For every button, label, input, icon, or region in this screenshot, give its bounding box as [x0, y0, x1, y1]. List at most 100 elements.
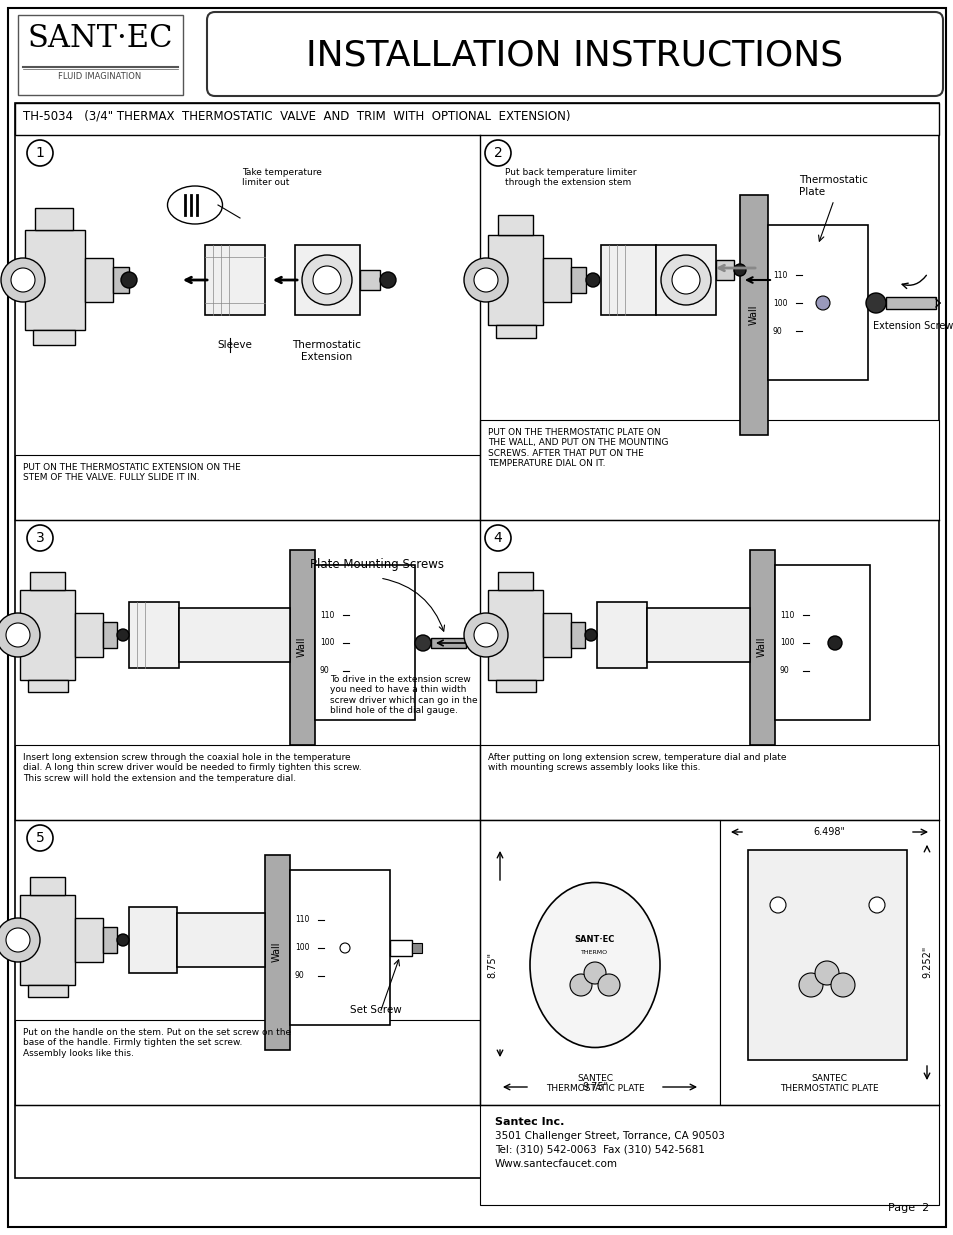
Text: Take temperature
limiter out: Take temperature limiter out — [242, 168, 321, 188]
Bar — [15, 103, 938, 1178]
Text: 2: 2 — [493, 146, 502, 161]
Text: 9.252": 9.252" — [921, 946, 931, 978]
Text: 3501 Challenger Street, Torrance, CA 90503: 3501 Challenger Street, Torrance, CA 905… — [495, 1131, 724, 1141]
Bar — [290, 550, 314, 745]
Text: Thermostatic
Plate: Thermostatic Plate — [799, 175, 867, 196]
Text: INSTALLATION INSTRUCTIONS: INSTALLATION INSTRUCTIONS — [306, 38, 842, 72]
Bar — [265, 855, 290, 1050]
Text: Wall: Wall — [272, 942, 282, 962]
Text: 90: 90 — [772, 326, 781, 336]
Circle shape — [0, 918, 40, 962]
Bar — [30, 572, 65, 590]
Text: SANT·EC: SANT·EC — [28, 23, 172, 54]
Text: Wall: Wall — [757, 637, 766, 657]
Circle shape — [474, 268, 497, 291]
Circle shape — [463, 613, 507, 657]
Circle shape — [598, 974, 619, 995]
Text: Put back temperature limiter
through the extension stem: Put back temperature limiter through the… — [504, 168, 636, 188]
Text: Plate Mounting Screws: Plate Mounting Screws — [310, 558, 443, 571]
Circle shape — [865, 293, 885, 312]
Bar — [597, 601, 646, 668]
Ellipse shape — [530, 883, 659, 1047]
Ellipse shape — [168, 186, 222, 224]
Bar — [112, 267, 129, 293]
Bar — [15, 454, 479, 520]
Circle shape — [463, 258, 507, 303]
Text: 1: 1 — [35, 146, 45, 161]
Bar — [33, 330, 75, 345]
Text: Page  2: Page 2 — [887, 1203, 928, 1213]
Circle shape — [6, 622, 30, 647]
Bar — [496, 325, 536, 338]
Bar — [885, 296, 935, 309]
Bar — [740, 195, 767, 435]
Bar — [431, 638, 465, 648]
Bar — [497, 572, 533, 590]
Circle shape — [339, 944, 350, 953]
Bar — [390, 940, 412, 956]
Bar — [716, 261, 733, 280]
Bar — [75, 613, 103, 657]
FancyBboxPatch shape — [207, 12, 942, 96]
Circle shape — [569, 974, 592, 995]
Text: 5: 5 — [35, 831, 45, 845]
Circle shape — [583, 962, 605, 984]
Text: 3: 3 — [35, 531, 45, 545]
Circle shape — [799, 973, 822, 997]
Text: SANT·EC: SANT·EC — [575, 935, 615, 945]
Bar — [479, 745, 938, 820]
Circle shape — [415, 635, 431, 651]
Circle shape — [27, 825, 53, 851]
Bar — [488, 235, 542, 325]
Text: Extension Screw: Extension Screw — [872, 321, 952, 331]
Circle shape — [814, 961, 838, 986]
Circle shape — [484, 525, 511, 551]
Text: 110: 110 — [772, 270, 786, 279]
Circle shape — [27, 140, 53, 165]
Circle shape — [585, 273, 599, 287]
Text: 110: 110 — [319, 610, 334, 620]
Bar — [20, 590, 75, 680]
Bar — [479, 1105, 938, 1205]
Bar — [103, 927, 117, 953]
Text: Thermostatic
Extension: Thermostatic Extension — [293, 340, 361, 362]
Circle shape — [27, 525, 53, 551]
Bar — [747, 850, 906, 1060]
Bar — [600, 245, 656, 315]
Circle shape — [121, 272, 137, 288]
Text: 100: 100 — [780, 638, 794, 647]
Circle shape — [117, 629, 129, 641]
Text: 90: 90 — [780, 667, 789, 676]
Bar — [479, 820, 720, 1105]
Text: Wall: Wall — [748, 305, 759, 325]
Text: TH-5034   (3/4" THERMAX  THERMOSTATIC  VALVE  AND  TRIM  WITH  OPTIONAL  EXTENSI: TH-5034 (3/4" THERMAX THERMOSTATIC VALVE… — [23, 109, 570, 122]
Bar — [488, 590, 542, 680]
Bar — [290, 869, 390, 1025]
Bar — [542, 613, 571, 657]
Text: Santec Inc.: Santec Inc. — [495, 1116, 564, 1128]
Bar — [571, 267, 585, 293]
Bar — [412, 944, 421, 953]
Text: 9.75": 9.75" — [581, 1082, 607, 1092]
Text: THERMO: THERMO — [580, 951, 608, 956]
Circle shape — [474, 622, 497, 647]
Text: 110: 110 — [780, 610, 794, 620]
Bar — [15, 745, 479, 820]
Bar — [205, 245, 265, 315]
Circle shape — [11, 268, 35, 291]
Circle shape — [733, 264, 745, 275]
Circle shape — [815, 296, 829, 310]
Bar — [479, 420, 938, 520]
Text: Tel: (310) 542-0063  Fax (310) 542-5681: Tel: (310) 542-0063 Fax (310) 542-5681 — [495, 1145, 704, 1155]
Circle shape — [769, 897, 785, 913]
Bar — [774, 564, 869, 720]
Text: 8.75": 8.75" — [486, 952, 497, 978]
Bar — [103, 622, 117, 648]
Bar — [496, 680, 536, 692]
Text: 6.498": 6.498" — [812, 827, 844, 837]
Circle shape — [484, 140, 511, 165]
Bar — [314, 564, 415, 720]
Bar — [20, 895, 75, 986]
Circle shape — [830, 973, 854, 997]
Bar — [767, 225, 867, 380]
